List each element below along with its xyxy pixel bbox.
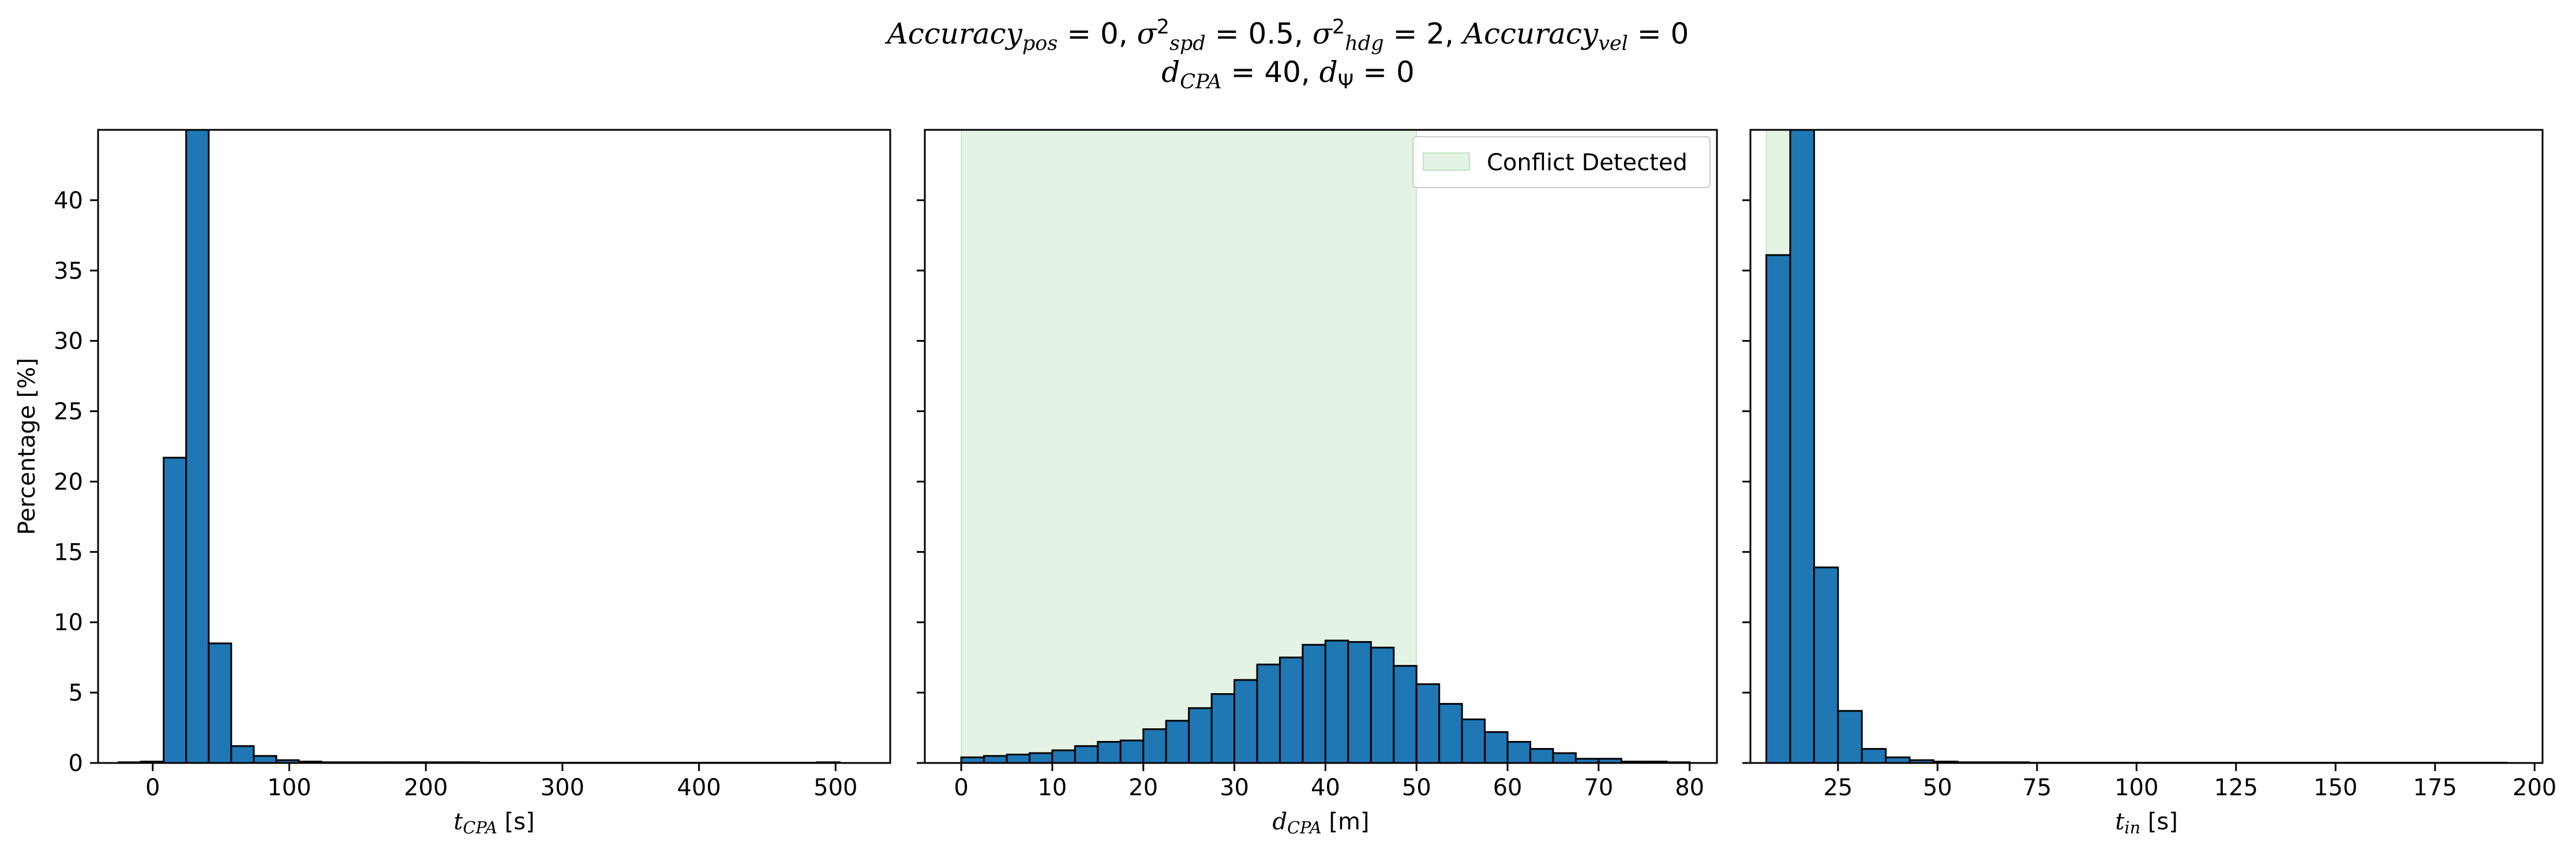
histogram-bar xyxy=(1278,656,1304,763)
x-tick-label: 150 xyxy=(2313,775,2357,801)
x-tick-label: 75 xyxy=(2022,775,2052,801)
histogram-bar xyxy=(1142,728,1167,763)
histogram-bar xyxy=(1097,740,1122,763)
histogram-bar xyxy=(1461,718,1486,763)
x-tick-label: 50 xyxy=(1402,775,1431,801)
chart-title-line-1: Accuracypos = 0, σ2spd = 0.5, σ2hdg = 2,… xyxy=(887,16,1689,55)
histogram-bar xyxy=(1765,254,1791,763)
histogram-bar xyxy=(208,642,233,763)
histogram-bar xyxy=(163,457,188,763)
histogram-bar xyxy=(1370,646,1395,763)
legend: Conflict Detected xyxy=(1412,136,1711,188)
axes-frame xyxy=(1749,129,2544,764)
x-tick-label: 125 xyxy=(2214,775,2258,801)
y-axis-label: Percentage [%] xyxy=(14,358,40,535)
x-tick-label: 100 xyxy=(267,775,311,801)
y-tick-label: 30 xyxy=(54,328,83,355)
x-tick-label: 70 xyxy=(1584,775,1613,801)
histogram-bar xyxy=(1233,679,1258,763)
histogram-bar xyxy=(1484,731,1509,763)
y-tick-label: 0 xyxy=(69,750,83,777)
x-axis-label: dCPA [m] xyxy=(1272,809,1369,837)
axes-frame xyxy=(97,129,891,764)
histogram-bar xyxy=(1415,683,1441,763)
x-tick-label: 175 xyxy=(2413,775,2457,801)
histogram-bars xyxy=(118,130,841,763)
histogram-bar xyxy=(1006,753,1030,763)
panel-3: 25 50 75 100 125 150 175 200 tin [s] xyxy=(1742,129,2556,837)
x-tick-label: 400 xyxy=(677,775,721,801)
x-tick-label: 0 xyxy=(954,775,968,801)
x-tick-label: 50 xyxy=(1923,775,1952,801)
x-tick-label: 40 xyxy=(1311,775,1340,801)
chart-title-line-2: dCPA = 40, dΨ = 0 xyxy=(1161,55,1415,93)
histogram-bar xyxy=(1051,749,1076,763)
histogram-bar xyxy=(1393,665,1418,763)
legend-box xyxy=(1412,136,1711,188)
histogram-bar xyxy=(1119,739,1145,763)
axes-frame xyxy=(924,129,1718,764)
histogram-bar xyxy=(1813,566,1839,763)
histogram-bar xyxy=(1302,644,1326,763)
x-tick-label: 20 xyxy=(1128,775,1158,801)
y-tick-label: 10 xyxy=(54,609,83,636)
x-tick-label: 10 xyxy=(1037,775,1067,801)
histogram-bar xyxy=(253,755,278,763)
x-tick-label: 30 xyxy=(1220,775,1249,801)
x-tick-label: 60 xyxy=(1493,775,1523,801)
x-tick-label: 25 xyxy=(1823,775,1853,801)
histogram-bar xyxy=(1529,748,1554,763)
histogram-bar xyxy=(230,745,255,763)
histogram-bar xyxy=(1506,740,1531,763)
y-tick-label: 5 xyxy=(69,680,83,706)
panel-2: 0 10 20 30 40 50 60 70 80 dCPA [m] Conflict Detect… xyxy=(917,129,1718,837)
histogram-bar xyxy=(1347,641,1372,763)
x-tick-label: 300 xyxy=(541,775,584,801)
histogram-bars xyxy=(960,639,1691,763)
histogram-bar xyxy=(1074,745,1099,763)
histogram-bar xyxy=(1861,748,1887,763)
y-tick-label: 15 xyxy=(54,539,83,566)
histogram-bar xyxy=(185,130,210,763)
legend-swatch xyxy=(1423,152,1470,171)
y-tick-label: 25 xyxy=(54,399,83,425)
panel-1: 0 100 200 300 400 500 0 5 10 15 20 25 30 35 40 tCPA [s]… xyxy=(14,129,891,837)
histogram-bar xyxy=(1837,710,1863,763)
histogram-bar xyxy=(1188,707,1213,763)
x-tick-label: 0 xyxy=(145,775,160,801)
histogram-bar xyxy=(1324,639,1349,763)
legend-label: Conflict Detected xyxy=(1487,149,1688,176)
y-tick-label: 40 xyxy=(54,188,83,214)
x-tick-label: 200 xyxy=(2513,775,2556,801)
x-tick-label: 500 xyxy=(813,775,857,801)
histogram-bars xyxy=(1765,130,2508,763)
x-tick-label: 80 xyxy=(1675,775,1704,801)
histogram-bar xyxy=(1028,752,1053,763)
histogram-bar xyxy=(1789,130,1815,763)
x-axis-label: tin [s] xyxy=(2115,809,2178,837)
x-tick-label: 200 xyxy=(404,775,448,801)
x-axis-label: tCPA [s] xyxy=(453,809,534,837)
x-tick-label: 100 xyxy=(2114,775,2158,801)
histogram-bar xyxy=(1210,693,1236,763)
histogram-bar xyxy=(983,755,1008,763)
histogram-bar xyxy=(1438,703,1463,763)
histogram-bar xyxy=(1552,752,1577,763)
y-tick-label: 20 xyxy=(54,469,83,495)
histogram-bar xyxy=(1165,720,1190,763)
y-tick-label: 35 xyxy=(54,258,83,285)
histogram-bar xyxy=(1256,663,1281,763)
